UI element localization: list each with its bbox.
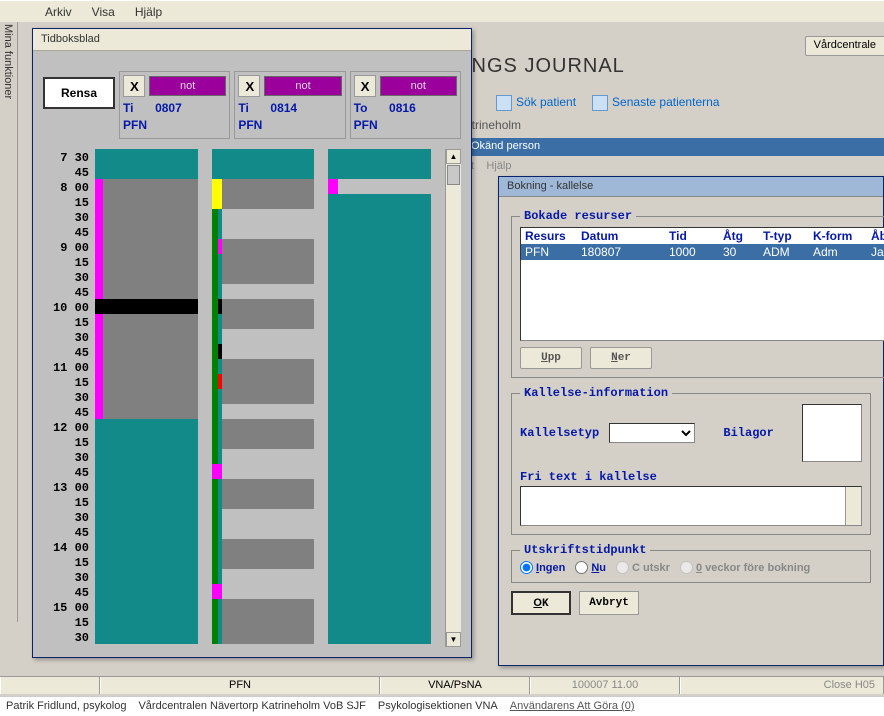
col-close-1[interactable]: X <box>238 75 260 97</box>
left-panel-label: Mina funktioner <box>2 24 14 99</box>
col-label-0: Ti 0807PFN <box>123 101 226 134</box>
footer-psyk: Psykologisektionen VNA <box>378 700 498 713</box>
col-header-1: X not Ti 0814PFN <box>234 71 345 139</box>
scroll-down-icon[interactable]: ▼ <box>446 632 461 647</box>
radio-cutskr: C utskr <box>616 561 670 574</box>
bg-field: atrineholm <box>465 118 521 132</box>
upp-button[interactable]: Upp <box>520 347 582 369</box>
col-header-2: X not To 0816PFN <box>350 71 461 139</box>
bokning-title: Bokning - kallelse <box>499 177 883 197</box>
col-not-0[interactable]: not <box>149 76 226 96</box>
menu-arkiv[interactable]: Arkiv <box>45 5 72 19</box>
rensa-button[interactable]: Rensa <box>43 77 115 109</box>
bokade-resurser-legend: Bokade resurser <box>520 209 636 223</box>
time-grid: 7 30458 001530459 0015304510 0015304511 … <box>43 149 461 647</box>
fritext-textarea[interactable] <box>520 486 862 526</box>
fritext-label: Fri text i kallelse <box>520 470 862 484</box>
col-close-2[interactable]: X <box>354 75 376 97</box>
radio-ingen[interactable]: Ingen <box>520 561 565 574</box>
footer-attgora[interactable]: Användarens Att Göra (0) <box>510 700 635 713</box>
status-close: Close H05 <box>680 677 884 694</box>
time-labels: 7 30458 001530459 0015304510 0015304511 … <box>43 149 95 647</box>
schedule-col-0[interactable] <box>95 149 206 647</box>
footer-name: Patrik Fridlund, psykolog <box>6 700 126 713</box>
sok-patient-link[interactable]: Sök patient <box>496 95 576 111</box>
radio-nu[interactable]: Nu <box>575 561 606 574</box>
scroll-thumb[interactable] <box>447 165 460 185</box>
footer-vc: Vårdcentralen Nävertorp Katrineholm VoB … <box>138 700 365 713</box>
vardcentral-button[interactable]: Vårdcentrale <box>805 36 884 56</box>
ner-button[interactable]: Ner <box>590 347 652 369</box>
bokade-resurser-group: Bokade resurser ResursDatumTidÅtgT-typK-… <box>511 209 884 378</box>
col-label-1: Ti 0814PFN <box>238 101 341 134</box>
avbryt-button[interactable]: Avbryt <box>579 591 639 615</box>
col-header-0: X not Ti 0807PFN <box>119 71 230 139</box>
col-not-1[interactable]: not <box>264 76 341 96</box>
col-label-2: To 0816PFN <box>354 101 457 134</box>
bokning-dialog: Bokning - kallelse Bokade resurser Resur… <box>498 176 884 666</box>
utskrift-legend: Utskriftstidpunkt <box>520 543 650 557</box>
utskrift-group: Utskriftstidpunkt Ingen Nu C utskr 0 vec… <box>511 543 871 583</box>
footer: Patrik Fridlund, psykolog Vårdcentralen … <box>0 696 884 716</box>
status-pfn: PFN <box>100 677 380 694</box>
resurser-row[interactable]: PFN180807100030ADMAdmJa <box>521 244 884 260</box>
schedule-col-1[interactable] <box>212 149 323 647</box>
kallelsetyp-select[interactable] <box>609 423 695 443</box>
menu-hjalp[interactable]: Hjälp <box>135 5 162 19</box>
grid-scrollbar[interactable]: ▲ ▼ <box>445 149 461 647</box>
kallelse-info-group: Kallelse-information Kallelsetyp Bilagor… <box>511 386 871 535</box>
fritext-scrollbar[interactable] <box>845 487 861 525</box>
ok-button[interactable]: OK <box>511 591 571 615</box>
kallelse-legend: Kallelse-information <box>520 386 672 400</box>
status-vna: VNA/PsNA <box>380 677 530 694</box>
menubar: Arkiv Visa Hjälp <box>0 0 884 22</box>
kallelsetyp-label: Kallelsetyp <box>520 426 599 440</box>
schedule-col-2[interactable] <box>328 149 439 647</box>
radio-veckor: 0 veckor före bokning <box>680 561 810 574</box>
left-panel-tab[interactable]: Mina funktioner <box>0 22 18 622</box>
bilagor-box[interactable] <box>802 404 862 462</box>
statusbar: PFN VNA/PsNA 100007 11.00 Close H05 <box>0 676 884 694</box>
bilagor-label: Bilagor <box>723 426 773 440</box>
person-bar: Okänd person <box>465 138 884 156</box>
senaste-patienterna-link[interactable]: Senaste patienterna <box>592 95 719 111</box>
resurser-table[interactable]: ResursDatumTidÅtgT-typK-formÅb PFN180807… <box>520 227 884 341</box>
col-not-2[interactable]: not <box>380 76 457 96</box>
tidboksblad-window: Tidboksblad Rensa X not Ti 0807PFN X not… <box>32 28 472 658</box>
scroll-up-icon[interactable]: ▲ <box>446 149 461 164</box>
journal-title: INGS JOURNAL <box>465 55 625 78</box>
col-close-0[interactable]: X <box>123 75 145 97</box>
status-time: 100007 11.00 <box>530 677 680 694</box>
tidboksblad-title: Tidboksblad <box>33 29 471 51</box>
menu-visa[interactable]: Visa <box>92 5 115 19</box>
